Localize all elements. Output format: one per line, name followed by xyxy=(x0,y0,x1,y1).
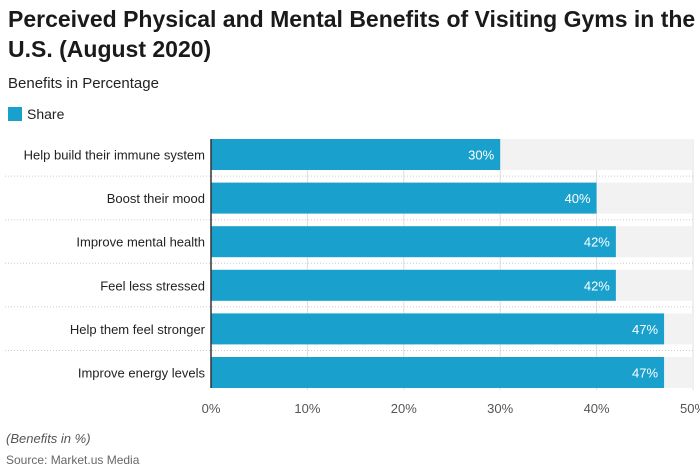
bar xyxy=(211,357,665,388)
chart-subtitle: Benefits in Percentage xyxy=(8,75,159,92)
category-label: Help build their immune system xyxy=(24,148,205,163)
data-label: 42% xyxy=(584,235,610,250)
x-tick-label: 40% xyxy=(584,401,610,416)
data-label: 47% xyxy=(632,322,658,337)
x-tick-label: 50% xyxy=(680,401,700,416)
chart-title: Perceived Physical and Mental Benefits o… xyxy=(8,6,696,62)
category-label: Help them feel stronger xyxy=(70,322,206,337)
data-label: 47% xyxy=(632,366,658,381)
chart-source: Source: Market.us Media xyxy=(6,453,140,467)
category-label: Improve mental health xyxy=(76,235,205,250)
legend-swatch xyxy=(8,107,22,121)
bar xyxy=(211,139,501,170)
x-tick-label: 10% xyxy=(294,401,320,416)
bar xyxy=(211,269,616,301)
bar xyxy=(211,313,665,345)
bar xyxy=(211,182,597,214)
x-tick-label: 30% xyxy=(487,401,513,416)
category-label: Boost their mood xyxy=(107,191,205,206)
x-tick-label: 20% xyxy=(391,401,417,416)
category-label: Improve energy levels xyxy=(78,366,206,381)
category-label: Feel less stressed xyxy=(100,278,205,293)
data-label: 40% xyxy=(565,191,591,206)
chart-note: (Benefits in %) xyxy=(6,431,91,446)
legend-label: Share xyxy=(27,106,65,122)
data-label: 42% xyxy=(584,278,610,293)
bar xyxy=(211,226,616,258)
data-label: 30% xyxy=(468,148,494,163)
legend: Share xyxy=(8,106,64,122)
x-tick-label: 0% xyxy=(202,401,221,416)
